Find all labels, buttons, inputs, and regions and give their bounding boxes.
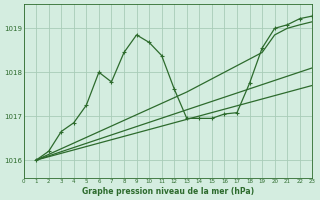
X-axis label: Graphe pression niveau de la mer (hPa): Graphe pression niveau de la mer (hPa)	[82, 187, 254, 196]
